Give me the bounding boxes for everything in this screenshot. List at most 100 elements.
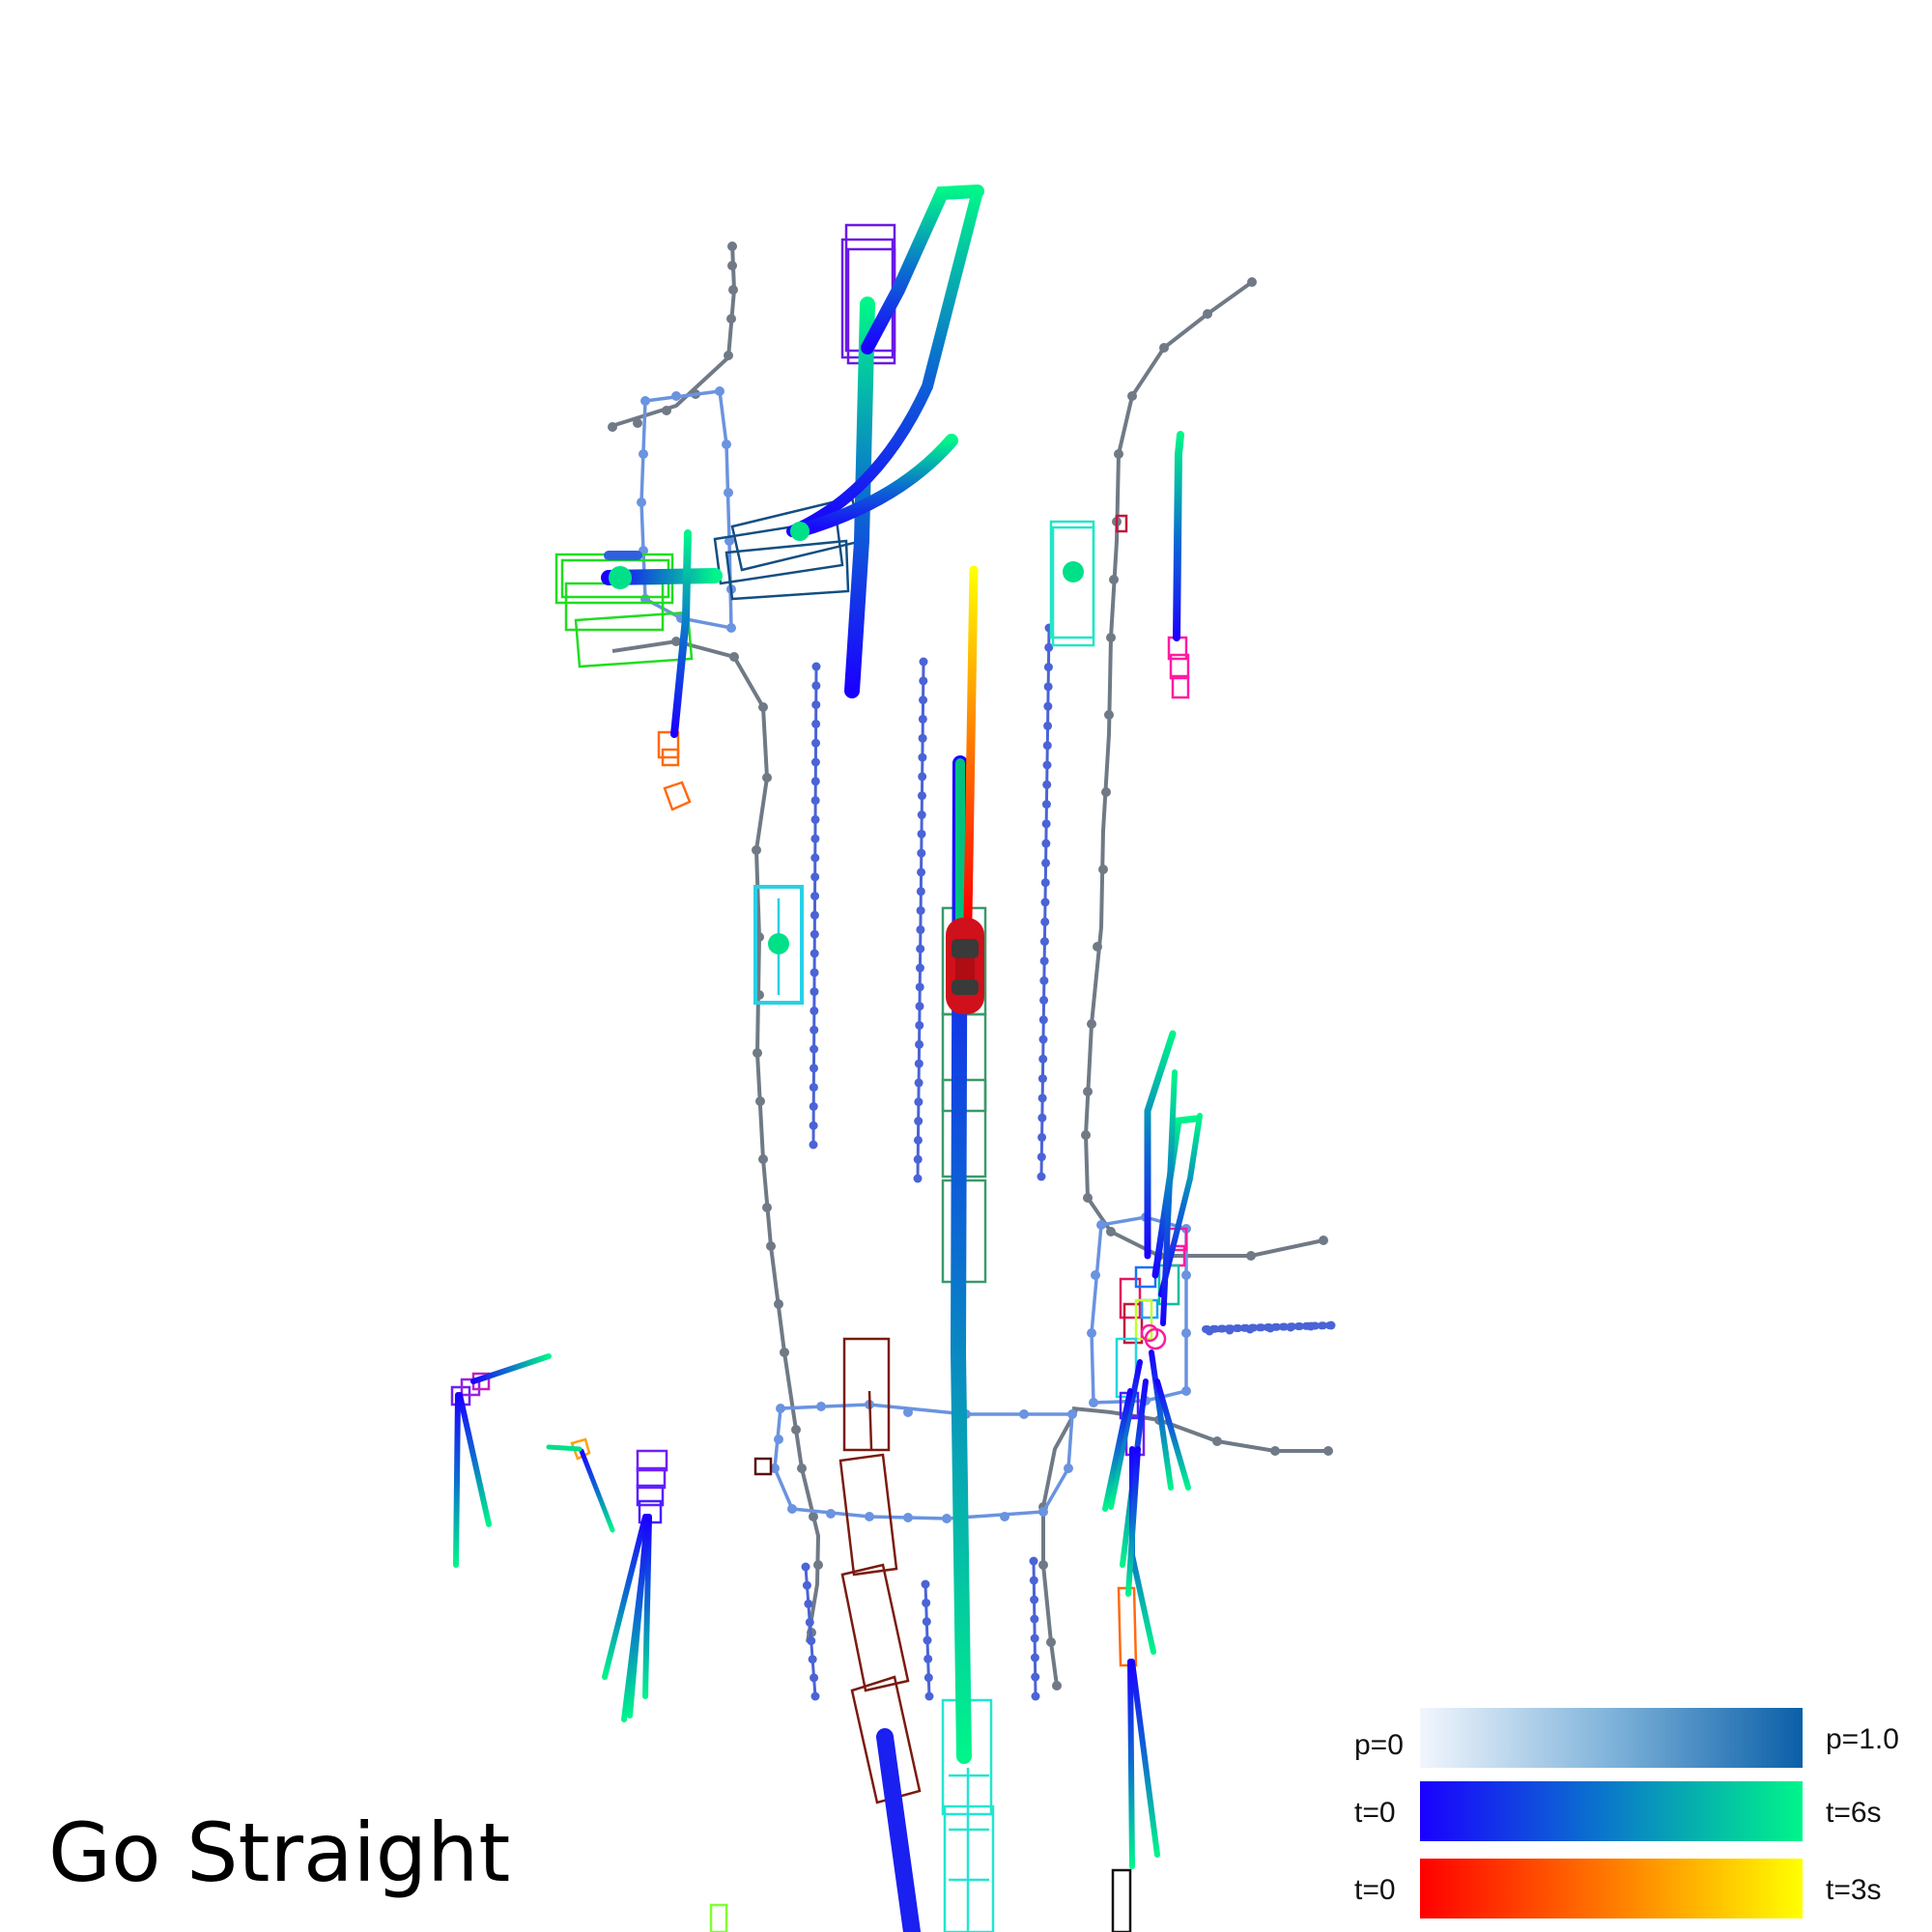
lane-centerline bbox=[811, 666, 818, 1146]
lane-centerline-dot bbox=[810, 1025, 819, 1035]
prediction-trajectory bbox=[670, 529, 692, 738]
lane-centerline-dot bbox=[1043, 701, 1053, 711]
lane-centerline-dot bbox=[918, 714, 927, 724]
lane-centerline-dot bbox=[1037, 1113, 1047, 1122]
lane-centerline-dot bbox=[810, 1006, 819, 1015]
lane-centerline-dot bbox=[1043, 663, 1053, 672]
crosswalk bbox=[773, 1403, 1074, 1520]
prediction-trajectory bbox=[1158, 1113, 1203, 1297]
lane-centerline-dot bbox=[1030, 1595, 1039, 1605]
lane-centerline-dots bbox=[801, 623, 1336, 1701]
lane-centerline-dot bbox=[1030, 1653, 1039, 1662]
legend-plan-time-start-label: t=0 bbox=[1354, 1874, 1396, 1906]
lane-centerline-dot bbox=[917, 791, 926, 801]
red-car-icon bbox=[946, 918, 984, 1014]
lane-centerline-dot bbox=[810, 968, 819, 978]
prediction-trajectory bbox=[1144, 1030, 1177, 1260]
lane-centerline-dot bbox=[919, 657, 928, 667]
lane-centerline-dot bbox=[1043, 682, 1053, 692]
lane-centerline-dot bbox=[811, 662, 821, 671]
lane-centerline-dot bbox=[918, 753, 927, 762]
lane-centerline-dot bbox=[810, 834, 820, 843]
lane-boundary bbox=[611, 639, 821, 1643]
lane-centerline-dot bbox=[913, 1135, 923, 1145]
lane-centerline-dot bbox=[914, 1117, 923, 1126]
prediction-trajectory bbox=[1149, 1350, 1174, 1491]
lane-centerline-dot bbox=[919, 696, 928, 705]
lane-centerline-dot bbox=[921, 1579, 930, 1589]
lane-centerline-dot bbox=[809, 1064, 818, 1073]
legend-plan-time-end-label: t=3s bbox=[1826, 1874, 1882, 1906]
lane-centerline-dot bbox=[1031, 1691, 1040, 1701]
lane-centerline-dot bbox=[1040, 897, 1050, 907]
lane-centerline-dot bbox=[1029, 1556, 1038, 1566]
lane-centerline-dot bbox=[1031, 1672, 1040, 1682]
lane-centerline-dot bbox=[1037, 1152, 1046, 1162]
lane-centerline-dot bbox=[809, 1140, 818, 1150]
lane-centerline-dot bbox=[916, 906, 925, 916]
lane-centerline-dot bbox=[924, 1691, 934, 1701]
lane-centerline-dot bbox=[922, 1617, 931, 1627]
prediction-trajectory bbox=[546, 1444, 582, 1452]
crosswalks bbox=[639, 389, 1188, 1520]
lane-centerline-dot bbox=[801, 1562, 810, 1572]
lane-centerline-dot bbox=[1043, 721, 1053, 730]
lane-centerline-dot bbox=[809, 1121, 818, 1130]
lane-centerline-dot bbox=[1037, 1132, 1047, 1142]
lane-centerline-dot bbox=[1041, 819, 1051, 829]
ego-plan-trajectory bbox=[963, 565, 979, 923]
prediction-trajectory bbox=[1129, 1659, 1160, 1858]
lane-centerline-dot bbox=[810, 872, 820, 882]
crosswalk bbox=[1090, 1215, 1188, 1405]
agent-marker bbox=[609, 566, 632, 589]
lane-centerline-dot bbox=[1041, 858, 1051, 867]
prediction-trajectory bbox=[791, 434, 958, 538]
prediction-trajectory bbox=[1151, 1115, 1200, 1279]
lane-centerline-dot bbox=[919, 676, 928, 686]
pedestrian-box-left bbox=[450, 514, 1132, 1932]
pedestrian-box-orange bbox=[657, 730, 1138, 1667]
lane-centerline-dot bbox=[917, 829, 926, 838]
lane-centerline-dot bbox=[917, 810, 926, 820]
legend-probability-end-label: p=1.0 bbox=[1826, 1723, 1899, 1755]
lane-centerline-dot bbox=[917, 867, 926, 877]
lane-centerline-dot bbox=[810, 1044, 819, 1054]
lane-centerline-dot bbox=[805, 1617, 814, 1627]
lane-centerline-dot bbox=[810, 1691, 820, 1701]
lane-centerline-dot bbox=[923, 1673, 933, 1683]
lane-centerline-dot bbox=[810, 929, 819, 939]
lane-centerline-dot bbox=[1041, 838, 1051, 848]
lane-centerline-dot bbox=[810, 814, 820, 824]
prediction-trajectory bbox=[1202, 1321, 1335, 1333]
lane-boundary bbox=[608, 242, 737, 429]
lane-centerline-dot bbox=[1039, 995, 1049, 1005]
lane-centerline-dot bbox=[1042, 780, 1052, 789]
lane-centerline-dot bbox=[918, 733, 927, 743]
lane-centerline-dot bbox=[810, 757, 820, 767]
lane-centerline-dot bbox=[810, 892, 820, 901]
lane-centerline-dot bbox=[918, 772, 927, 781]
lane-centerline bbox=[916, 661, 925, 1179]
lane-centerline-dot bbox=[811, 700, 821, 710]
lane-centerline-dot bbox=[809, 1083, 818, 1093]
lane-centerline-dot bbox=[1042, 760, 1052, 770]
prediction-trajectory bbox=[1154, 1378, 1191, 1491]
lane-centerline-dot bbox=[1038, 1035, 1048, 1044]
lane-centerline-dot bbox=[810, 987, 819, 997]
legend-probability-start-label: p=0 bbox=[1354, 1729, 1404, 1761]
lane-centerline-dot bbox=[915, 1002, 924, 1011]
ego-plan bbox=[950, 565, 979, 1764]
lane-centerline-dot bbox=[809, 1101, 818, 1111]
agent-marker bbox=[1063, 561, 1084, 582]
legend-plan-time-bar bbox=[1420, 1859, 1803, 1918]
lane-centerline-dot bbox=[804, 1599, 813, 1608]
prediction-trajectory bbox=[621, 1516, 652, 1722]
lane-centerline-dot bbox=[808, 1655, 817, 1664]
lane-centerline-dot bbox=[810, 796, 820, 806]
lane-centerline-dot bbox=[914, 1059, 923, 1068]
prediction-trajectory bbox=[470, 1353, 552, 1384]
lane-centerline-dot bbox=[922, 1598, 931, 1607]
lane-centerline-dot bbox=[1042, 741, 1052, 751]
lane-centerline-dot bbox=[810, 949, 819, 958]
